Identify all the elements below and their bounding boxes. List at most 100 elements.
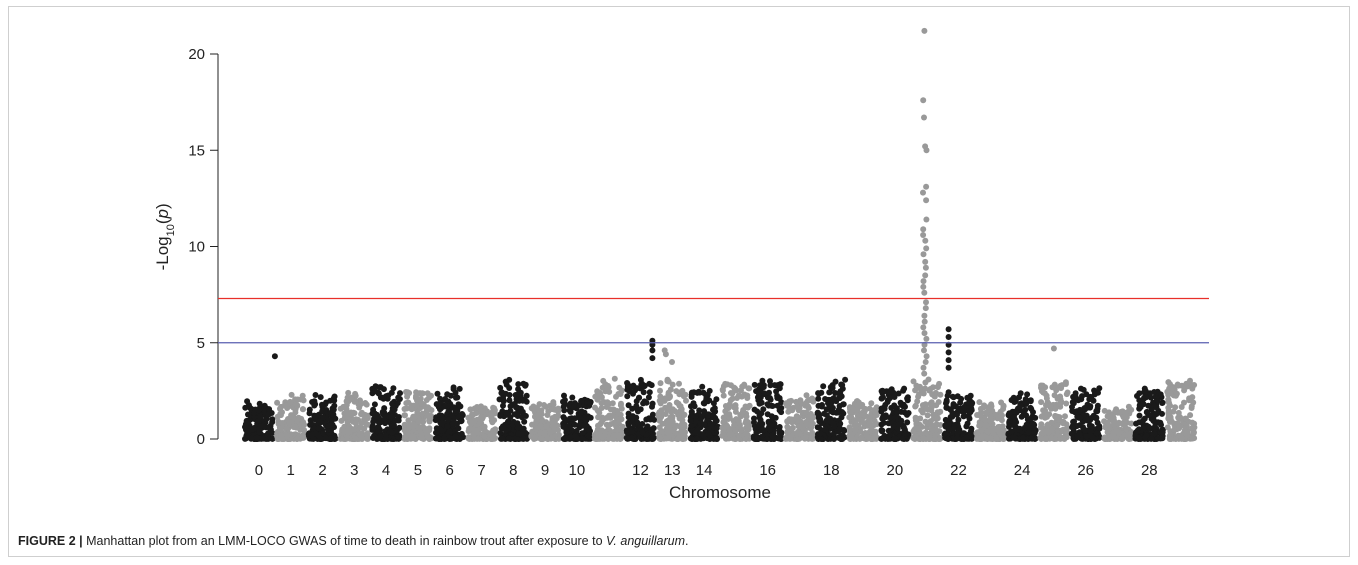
snp-point xyxy=(348,394,355,401)
snp-point xyxy=(1107,433,1114,440)
snp-point xyxy=(1049,425,1056,432)
snp-point xyxy=(455,425,462,432)
snp-point xyxy=(563,426,570,433)
snp-point xyxy=(1077,422,1083,429)
snp-point xyxy=(809,429,816,436)
peak-point xyxy=(921,318,928,325)
snp-point xyxy=(683,397,689,404)
snp-point xyxy=(946,426,953,433)
snp-point xyxy=(933,422,939,428)
snp-point xyxy=(389,429,396,436)
snp-point xyxy=(739,409,746,416)
snp-point xyxy=(1101,434,1108,441)
snp-point xyxy=(720,392,727,399)
snp-point xyxy=(500,402,506,409)
y-tick-label: 10 xyxy=(188,239,205,256)
x-tick-label: 26 xyxy=(1077,462,1094,479)
snp-point xyxy=(665,405,672,411)
snp-point xyxy=(520,380,527,387)
snp-point xyxy=(722,380,729,387)
snp-point xyxy=(438,427,445,434)
snp-point xyxy=(550,401,557,408)
x-tick-label: 1 xyxy=(287,462,295,479)
snp-point xyxy=(502,421,509,428)
snp-point xyxy=(847,425,853,432)
snp-point xyxy=(646,389,653,396)
snp-point xyxy=(863,431,870,438)
snp-point xyxy=(912,402,919,409)
chromosome-6-points xyxy=(432,384,467,442)
snp-point xyxy=(687,417,694,424)
snp-point xyxy=(496,396,503,403)
x-tick-label: 9 xyxy=(541,462,549,479)
snp-point xyxy=(346,410,353,417)
snp-point xyxy=(754,423,761,430)
peak-point xyxy=(920,232,927,238)
snp-point xyxy=(1115,420,1121,427)
snp-point xyxy=(739,383,746,390)
snp-point xyxy=(720,419,727,426)
snp-point xyxy=(669,415,676,422)
chromosome-0-points xyxy=(242,398,276,442)
snp-point xyxy=(891,435,898,442)
snp-point xyxy=(598,400,605,406)
snp-point xyxy=(657,387,663,394)
snp-point xyxy=(744,395,751,401)
snp-point xyxy=(1076,414,1083,421)
snp-point xyxy=(751,415,757,422)
snp-point xyxy=(549,406,555,413)
snp-point xyxy=(413,402,420,409)
snp-point xyxy=(1087,403,1094,410)
snp-point xyxy=(352,398,359,405)
snp-point xyxy=(726,401,733,408)
snp-point xyxy=(842,376,849,383)
snp-point xyxy=(881,413,888,420)
snp-point xyxy=(509,401,516,408)
y-tick-label: 5 xyxy=(197,335,205,352)
snp-point xyxy=(933,426,939,433)
snp-point xyxy=(890,423,897,430)
snp-point xyxy=(382,435,389,442)
snp-point xyxy=(1157,419,1164,426)
snp-point xyxy=(1076,406,1083,413)
snp-point xyxy=(514,424,521,431)
snp-point xyxy=(816,424,822,431)
snp-point xyxy=(1096,423,1103,430)
snp-point xyxy=(256,425,263,432)
x-tick-label: 24 xyxy=(1014,462,1031,479)
snp-point xyxy=(579,422,586,429)
snp-point xyxy=(586,432,592,439)
snp-point xyxy=(1093,430,1100,437)
peak-point xyxy=(920,251,927,258)
snp-point xyxy=(473,410,479,417)
snp-point xyxy=(1069,424,1076,431)
snp-point xyxy=(932,389,939,396)
snp-point xyxy=(1116,429,1123,436)
snp-point xyxy=(657,380,664,387)
snp-point xyxy=(776,407,783,414)
snp-point xyxy=(743,431,750,438)
snp-point xyxy=(325,423,332,429)
snp-point xyxy=(261,423,268,430)
snp-point xyxy=(1072,390,1079,397)
snp-point xyxy=(944,392,951,399)
snp-point xyxy=(533,418,540,425)
snp-point xyxy=(279,420,286,426)
snp-point xyxy=(664,422,671,429)
snp-point xyxy=(760,384,767,391)
snp-point xyxy=(426,434,433,441)
snp-point xyxy=(470,419,477,426)
snp-point xyxy=(572,433,578,439)
snp-point xyxy=(878,395,885,402)
snp-point xyxy=(409,416,416,422)
peak-point xyxy=(923,216,930,223)
snp-point xyxy=(516,389,523,396)
snp-point xyxy=(932,432,939,439)
snp-point xyxy=(274,413,281,420)
snp-point xyxy=(681,411,688,418)
peak-point xyxy=(920,189,926,196)
snp-point xyxy=(945,436,952,442)
snp-point xyxy=(370,418,377,425)
snp-point xyxy=(372,383,379,390)
snp-point xyxy=(1039,388,1045,395)
